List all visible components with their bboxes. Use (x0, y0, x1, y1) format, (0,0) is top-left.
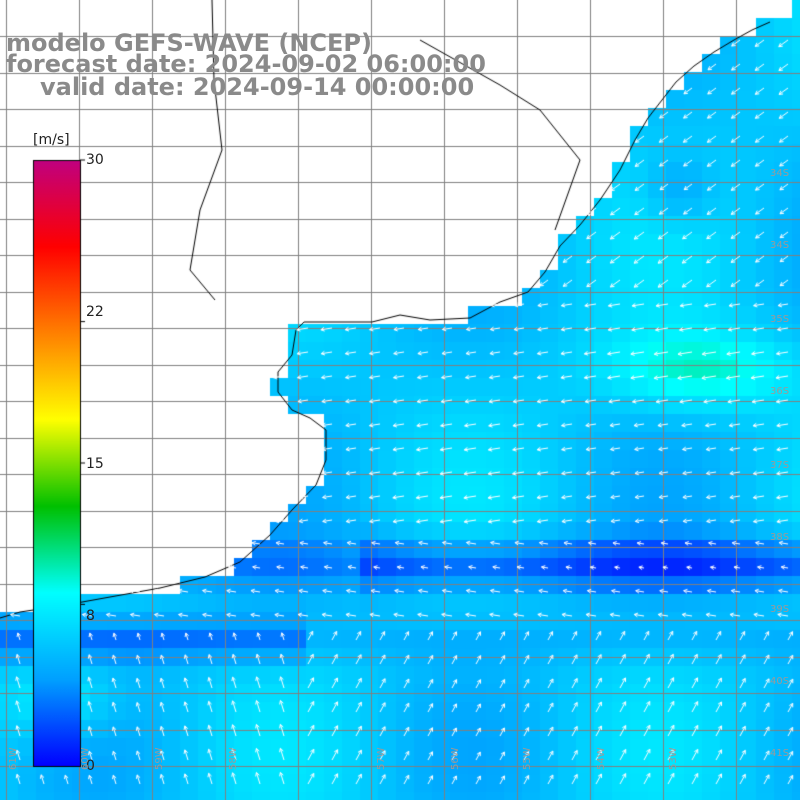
lat-label-39s: 39S (770, 604, 790, 615)
lon-label-57w: 57W (376, 747, 387, 770)
lat-label-40s: 40S (770, 676, 790, 687)
model-title: modelo GEFS-WAVE (NCEP) (6, 29, 372, 57)
lon-label-58w: 58W (228, 747, 239, 770)
lat-label-38s: 38S (770, 532, 790, 543)
colorbar-tick-30: 30 (86, 152, 104, 168)
lat-label-36s: 36S (770, 386, 790, 397)
lat-label-41s: 41S (770, 748, 790, 759)
lon-label-54w: 54W (596, 747, 607, 770)
lat-label-35s: 35S (770, 314, 790, 325)
lon-label-59w: 59W (154, 747, 165, 770)
colorbar-unit-label: [m/s] (33, 132, 70, 148)
colorbar-tick-22: 22 (86, 304, 104, 320)
lon-label-61w: 61W (8, 747, 19, 770)
lon-label-56w: 56W (450, 747, 461, 770)
forecast-date-title: forecast date: 2024-09-02 06:00:00 (6, 50, 486, 78)
lat-label-37s: 37S (770, 460, 790, 471)
lon-label-53w: 53W (668, 747, 679, 770)
colorbar-tick-15: 15 (86, 456, 104, 472)
colorbar-tick-8: 8 (86, 608, 95, 624)
lon-label-60w: 60W (80, 747, 91, 770)
lat-label-34s: 34S (770, 168, 790, 179)
valid-date-title: valid date: 2024-09-14 00:00:00 (40, 73, 475, 101)
lat-label-34s-b: 34S (770, 240, 790, 251)
colorbar-tick-0: 0 (86, 758, 95, 774)
lon-label-55w: 55W (522, 747, 533, 770)
